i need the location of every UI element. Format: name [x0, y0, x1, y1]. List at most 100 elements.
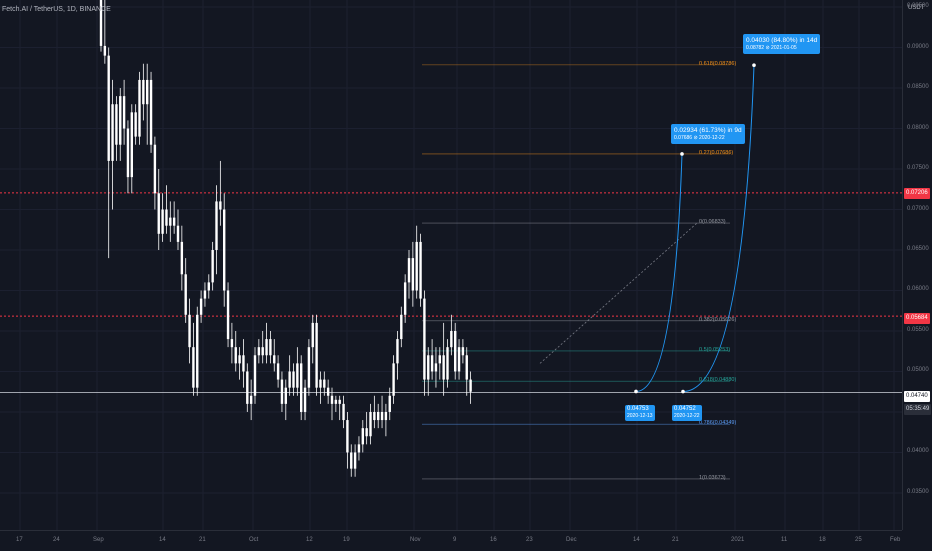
anchor-1-price: 0.04753	[627, 406, 649, 412]
candle-body	[172, 217, 176, 226]
currency-label: USDT	[908, 5, 925, 11]
candle-body	[438, 355, 441, 364]
candle-body	[384, 411, 388, 421]
candle-body	[365, 428, 368, 437]
candle-body	[450, 330, 453, 348]
candle-body	[253, 355, 257, 396]
current-price-tag: 0.04740	[904, 391, 930, 402]
candle-body	[188, 314, 191, 348]
candle-body	[130, 112, 133, 178]
time-tick-label: 18	[819, 537, 826, 543]
candle-body	[203, 290, 207, 299]
candle-body	[419, 241, 422, 299]
time-tick-label: 2021	[731, 537, 745, 543]
candle-body	[211, 250, 214, 283]
candle-body	[457, 347, 461, 372]
candle-body	[242, 355, 245, 372]
projection-anchor-1[interactable]: 0.04753 2020-12-13	[625, 405, 655, 421]
candle-body	[119, 96, 122, 145]
candle-body	[357, 444, 361, 453]
price-axis[interactable]: USDT	[902, 0, 932, 530]
price-tick-label: 0.05000	[907, 367, 929, 374]
time-tick-label: 11	[781, 537, 788, 543]
candle-body	[184, 274, 187, 315]
fib-level-label: 0.618(0.04880)	[699, 377, 737, 384]
candle-body	[215, 201, 218, 250]
candle-body	[126, 128, 130, 178]
candle-body	[288, 371, 291, 388]
time-tick-label: 14	[159, 537, 166, 543]
candle-body	[303, 387, 307, 412]
projection-callout-2[interactable]: 0.04030 (84.80%) in 14d 0.08782 ⊘ 2021-0…	[743, 34, 821, 54]
resistance-upper-tag: 0.07206	[904, 188, 930, 199]
candle-body	[300, 363, 303, 412]
candle-body	[161, 209, 164, 234]
candle-body	[196, 314, 199, 388]
candle-body	[353, 452, 357, 469]
projection-callout-1[interactable]: 0.02934 (61.73%) in 9d 0.07686 ⊘ 2020-12…	[671, 124, 745, 144]
candle-body	[207, 282, 210, 291]
candle-body	[149, 79, 153, 145]
projection-1-target: 0.07686 ⊘ 2020-12-22	[674, 135, 725, 141]
time-tick-label: 12	[306, 537, 313, 543]
candle-body	[434, 363, 438, 372]
projection-anchor-2[interactable]: 0.04752 2020-12-22	[672, 405, 702, 421]
fib-level-label: 0.5(0.05253)	[699, 346, 731, 353]
candle-body	[223, 209, 226, 291]
candle-body	[361, 428, 364, 445]
projection-point	[681, 389, 685, 394]
candle-body	[454, 330, 457, 372]
projection-2-change: 0.04030 (84.80%) in 14d	[746, 37, 818, 44]
candle-body	[107, 55, 110, 161]
price-tick-label: 0.07000	[907, 205, 929, 212]
anchor-1-date: 2020-12-13	[627, 413, 653, 419]
time-tick-label: 21	[672, 537, 679, 543]
candle-body	[138, 79, 141, 137]
candle-body	[238, 355, 241, 364]
time-tick-label: 16	[490, 537, 497, 543]
candle-body	[461, 347, 465, 356]
price-tick-label: 0.06500	[907, 246, 929, 252]
time-tick-label: Dec	[566, 537, 577, 543]
candle-body	[311, 322, 314, 348]
candle-body	[307, 347, 311, 388]
candle-body	[369, 411, 372, 437]
price-tick-label: 0.04000	[907, 448, 929, 455]
candle-body	[446, 347, 449, 380]
candle-body	[192, 347, 195, 388]
candle-body	[176, 225, 180, 242]
fib-level-label: 0.27(0.07686)	[699, 149, 734, 156]
candle-body	[146, 79, 149, 105]
time-tick-label: 24	[53, 537, 60, 543]
projection-curve-1	[635, 153, 683, 392]
candle-body	[427, 355, 430, 380]
price-tick-label: 0.03500	[907, 488, 929, 495]
candle-body	[234, 347, 237, 364]
candle-body	[276, 363, 280, 380]
time-tick-label: 19	[343, 537, 350, 543]
time-tick-label: Nov	[410, 537, 421, 543]
candle-body	[265, 339, 268, 356]
resistance-lower-tag: 0.05684	[904, 313, 930, 324]
candle-body	[246, 371, 249, 404]
candle-body	[442, 355, 445, 380]
candle-body	[334, 399, 338, 404]
candle-body	[388, 395, 391, 412]
anchor-2-price: 0.04752	[674, 406, 696, 412]
candle-body	[142, 79, 145, 105]
candle-body	[377, 411, 380, 421]
projection-point	[752, 63, 756, 67]
candle-body	[219, 201, 222, 210]
time-axis[interactable]	[0, 530, 902, 551]
candle-body	[342, 403, 345, 421]
candle-body	[319, 379, 322, 388]
candle-body	[226, 290, 230, 340]
fib-level-label: 0.618(0.08786)	[699, 60, 737, 67]
time-tick-label: Feb	[890, 537, 901, 543]
candle-body	[296, 363, 299, 388]
candle-body	[169, 217, 172, 226]
candle-body	[330, 395, 334, 404]
candle-body	[257, 347, 261, 356]
